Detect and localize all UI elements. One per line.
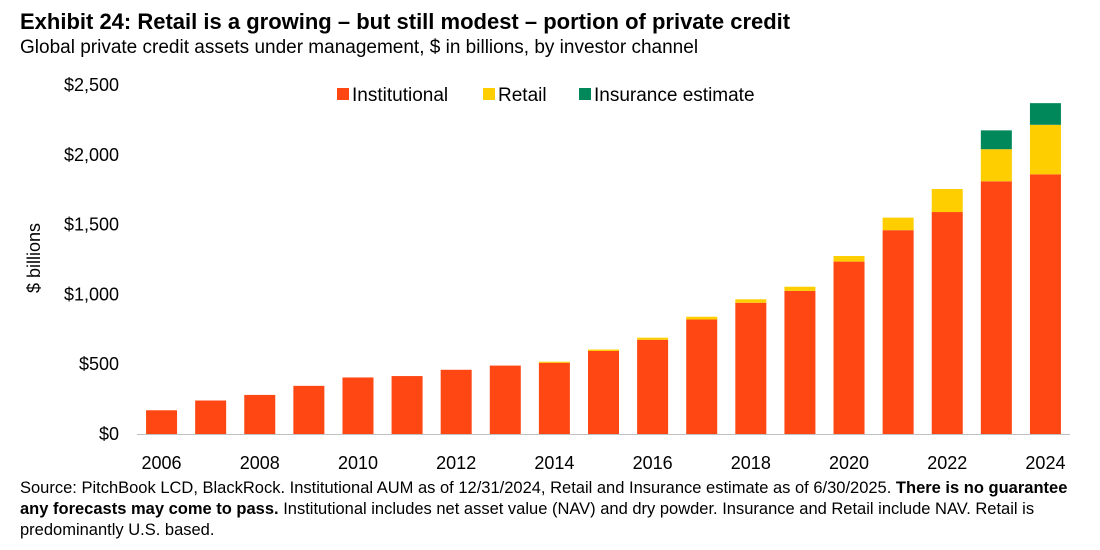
footnote-disclaimer: There is no guarantee any forecasts may …	[20, 479, 1068, 518]
bar-retail-2023	[980, 149, 1012, 182]
bar-institutional-2023	[980, 181, 1012, 434]
legend-swatch-insurance-estimate	[579, 88, 591, 100]
bar-insurance-estimate-2023	[980, 130, 1012, 150]
y-tick-label: $500	[79, 354, 119, 374]
bar-institutional-2012	[440, 369, 472, 434]
bar-retail-2014	[538, 361, 570, 363]
bar-insurance-estimate-2024	[1029, 103, 1061, 125]
footnote-text-1: Source: PitchBook LCD, BlackRock. Instit…	[20, 479, 896, 497]
legend-label: Institutional	[352, 85, 448, 106]
bar-institutional-2007	[195, 400, 227, 434]
bar-institutional-2009	[293, 385, 325, 434]
y-tick-label: $1,000	[64, 284, 119, 304]
bar-institutional-2019	[784, 290, 816, 434]
legend-swatch-institutional	[337, 88, 349, 100]
x-tick-label: 2022	[927, 453, 967, 473]
bar-retail-2017	[686, 316, 718, 320]
bar-institutional-2011	[391, 376, 423, 434]
y-axis-ticks: $0 $500 $1,000 $1,500 $2,000 $2,500	[64, 75, 119, 444]
y-tick-label: $1,500	[64, 215, 119, 235]
x-tick-label: 2012	[436, 453, 476, 473]
bar-institutional-2017	[686, 319, 718, 434]
chart-subtitle: Global private credit assets under manag…	[20, 37, 699, 58]
bar-retail-2020	[833, 256, 865, 262]
x-tick-label: 2008	[240, 453, 280, 473]
x-tick-label: 2014	[534, 453, 574, 473]
bar-institutional-2008	[244, 394, 276, 434]
y-axis-label: $ billions	[24, 223, 44, 293]
bar-institutional-2006	[146, 410, 178, 434]
legend-swatch-retail	[483, 88, 495, 100]
bar-retail-2024	[1029, 124, 1061, 175]
chart-title: Exhibit 24: Retail is a growing – but st…	[20, 9, 791, 34]
bar-retail-2022	[931, 189, 963, 213]
y-tick-label: $0	[99, 424, 119, 444]
legend: Institutional Retail Insurance estimate	[337, 85, 755, 106]
footnote: Source: PitchBook LCD, BlackRock. Instit…	[20, 478, 1080, 541]
y-tick-label: $2,500	[64, 75, 119, 95]
bar-institutional-2021	[882, 230, 914, 434]
x-tick-label: 2006	[142, 453, 182, 473]
y-tick-label: $2,000	[64, 145, 119, 165]
bar-retail-2019	[784, 286, 816, 291]
x-tick-label: 2020	[829, 453, 869, 473]
bar-retail-2021	[882, 217, 914, 231]
bar-institutional-2016	[637, 339, 669, 434]
bar-retail-2015	[588, 349, 619, 351]
bar-institutional-2010	[342, 377, 374, 434]
legend-label: Retail	[498, 85, 547, 106]
footnote-text-2: Institutional includes net asset value (…	[20, 500, 1035, 539]
x-tick-label: 2016	[633, 453, 673, 473]
bar-institutional-2020	[833, 261, 865, 434]
stacked-bar-chart: $0 $500 $1,000 $1,500 $2,000 $2,500 $ billion…	[24, 75, 1070, 473]
x-tick-label: 2018	[731, 453, 771, 473]
bar-institutional-2018	[735, 302, 767, 434]
legend-label: Insurance estimate	[594, 85, 755, 106]
x-tick-label: 2010	[338, 453, 378, 473]
bar-institutional-2015	[588, 350, 619, 434]
bar-institutional-2014	[538, 362, 570, 434]
bar-institutional-2013	[489, 365, 521, 434]
bar-retail-2018	[735, 299, 767, 303]
bar-institutional-2022	[931, 212, 963, 434]
bars	[146, 103, 1061, 434]
x-tick-label: 2024	[1025, 453, 1065, 473]
x-axis-ticks: 2006 2008 2010 2012 2014 2016 2018 2020 2022 2024	[142, 453, 1066, 473]
bar-institutional-2024	[1029, 174, 1061, 434]
bar-retail-2016	[637, 337, 669, 340]
